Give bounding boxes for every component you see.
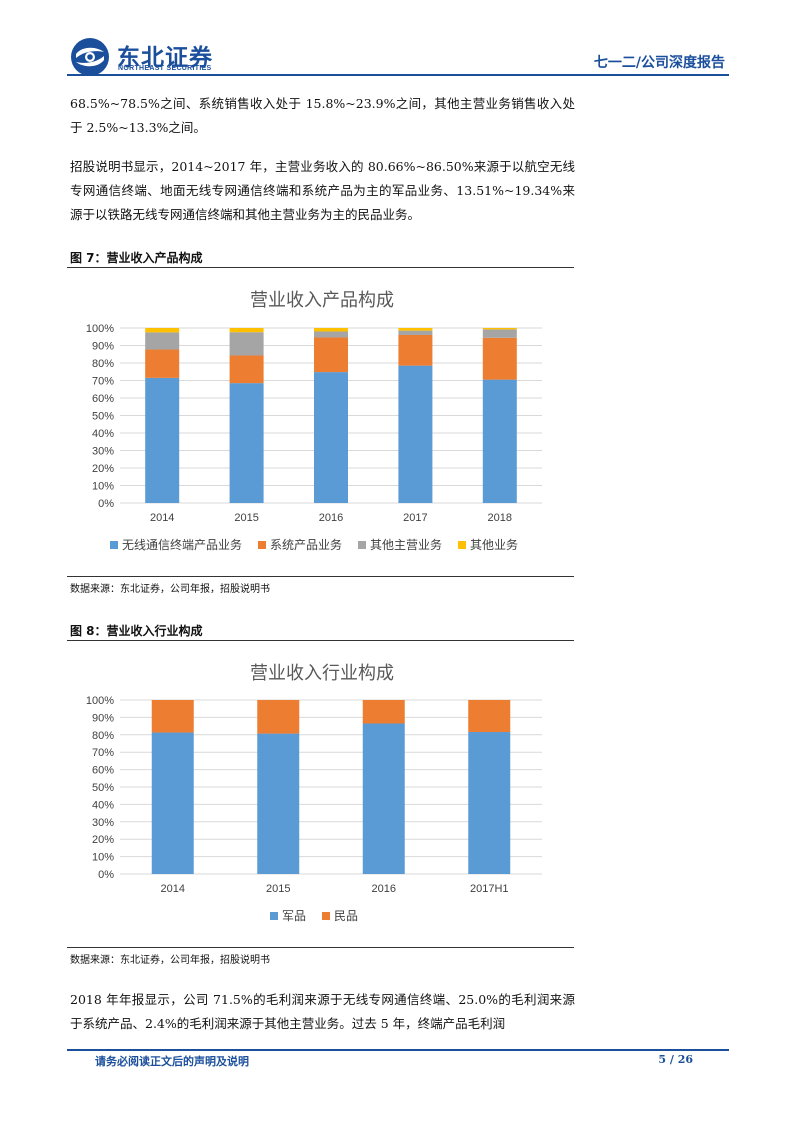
legend-label: 民品	[334, 909, 358, 923]
bar-segment	[468, 732, 511, 874]
bar-segment	[145, 377, 180, 503]
figure-8-bottom-rule	[67, 947, 574, 948]
bar-segment	[257, 700, 300, 734]
bar-segment	[468, 700, 511, 733]
y-tick-label: 90%	[92, 712, 114, 724]
x-tick-label: 2018	[488, 512, 512, 524]
legend-label: 无线通信终端产品业务	[122, 537, 242, 552]
paragraph-3: 2018 年年报显示，公司 71.5%的毛利润来源于无线专网通信终端、25.0%…	[70, 992, 575, 1031]
bar-segment	[482, 337, 517, 380]
chart-1-title: 营业收入产品构成	[250, 290, 394, 310]
bar-segment	[362, 700, 405, 724]
legend-swatch	[322, 912, 330, 920]
bar-segment	[482, 379, 517, 503]
figure-8-source: 数据来源：东北证券，公司年报，招股说明书	[70, 955, 270, 966]
paragraph-1: 68.5%~78.5%之间、系统销售收入处于 15.8%~23.9%之间，其他主…	[70, 96, 575, 135]
bar-segment	[229, 355, 264, 384]
bar-segment	[145, 349, 180, 378]
chart-1-svg: 营业收入产品构成 0% 10% 20% 30% 40% 50% 60% 70% 80% 90% 100…	[86, 290, 542, 552]
figure-8-title: 图 8：营业收入行业构成	[70, 624, 203, 638]
y-tick-label: 0%	[98, 869, 114, 881]
paragraph-2: 招股说明书显示，2014~2017 年，主营业务收入的 80.66%~86.50…	[70, 159, 575, 222]
x-tick-label: 2016	[319, 512, 343, 524]
bar-segment	[398, 365, 433, 503]
bar-segment	[314, 328, 348, 332]
y-tick-label: 30%	[92, 446, 114, 458]
bar-segment	[398, 335, 433, 366]
legend-swatch	[358, 541, 366, 549]
bar-segment	[314, 337, 348, 373]
y-tick-label: 70%	[92, 376, 114, 388]
bar-segment	[229, 332, 264, 356]
logo-mark-icon	[71, 38, 109, 76]
legend-swatch	[258, 541, 266, 549]
chart-2-svg: 营业收入行业构成 0% 10% 20% 30% 40% 50% 60% 70% 80% 90% 100…	[86, 663, 542, 923]
bar-segment	[482, 328, 517, 330]
y-tick-label: 50%	[92, 411, 114, 423]
bar-segment	[314, 331, 348, 338]
footer-divider	[67, 1049, 729, 1051]
legend-label: 其他业务	[470, 537, 518, 552]
y-tick-label: 70%	[92, 747, 114, 759]
figure-8-top-rule	[67, 640, 574, 641]
footer-disclaimer: 请务必阅读正文后的声明及说明	[95, 1055, 249, 1068]
x-tick-label: 2017	[403, 512, 427, 524]
figure-7-bottom-rule	[67, 576, 574, 577]
x-tick-label: 2014	[150, 512, 174, 524]
legend-label: 其他主营业务	[370, 537, 442, 552]
chart-industry-composition: 营业收入行业构成 0% 10% 20% 30% 40% 50% 60% 70% 80% 90% 100…	[70, 643, 575, 943]
bar-segment	[362, 723, 405, 874]
bar-segment	[398, 330, 433, 335]
y-tick-label: 100%	[86, 695, 114, 707]
chart-product-composition: 营业收入产品构成 0% 10% 20% 30% 40% 50% 60% 70% 80% 90% 100…	[70, 270, 575, 570]
y-tick-label: 50%	[92, 782, 114, 794]
y-tick-label: 80%	[92, 358, 114, 370]
legend-label: 军品	[282, 909, 306, 923]
logo-text: 东北证券	[117, 45, 213, 71]
x-tick-label: 2014	[161, 883, 185, 895]
bar-segment	[482, 329, 517, 338]
bar-segment	[229, 328, 264, 333]
legend-swatch	[458, 541, 466, 549]
y-tick-label: 20%	[92, 463, 114, 475]
x-tick-label: 2017H1	[470, 883, 509, 895]
logo-subtext: NORTHEAST SECURITIES	[118, 65, 212, 72]
y-tick-label: 0%	[98, 498, 114, 510]
y-tick-label: 60%	[92, 393, 114, 405]
bar-segment	[145, 328, 180, 333]
bar-segment	[145, 332, 180, 350]
x-tick-label: 2016	[372, 883, 396, 895]
y-tick-label: 90%	[92, 341, 114, 353]
y-tick-label: 30%	[92, 817, 114, 829]
report-title: 七一二/公司深度报告	[593, 55, 725, 71]
figure-7-source: 数据来源：东北证券，公司年报，招股说明书	[70, 584, 270, 595]
bar-segment	[314, 372, 348, 503]
bar-segment	[257, 733, 300, 874]
y-tick-label: 40%	[92, 428, 114, 440]
y-tick-label: 60%	[92, 765, 114, 777]
legend-swatch	[110, 541, 118, 549]
y-tick-label: 10%	[92, 481, 114, 493]
y-tick-label: 40%	[92, 799, 114, 811]
page-number: 5 / 26	[658, 1053, 693, 1066]
y-tick-label: 100%	[86, 323, 114, 335]
y-tick-label: 80%	[92, 730, 114, 742]
figure-7-title: 图 7：营业收入产品构成	[70, 251, 203, 265]
x-tick-label: 2015	[266, 883, 290, 895]
bar-segment	[398, 328, 433, 331]
header-divider	[67, 74, 729, 76]
y-tick-label: 20%	[92, 834, 114, 846]
x-tick-label: 2015	[234, 512, 258, 524]
bar-segment	[229, 383, 264, 503]
bar-segment	[151, 732, 194, 874]
y-tick-label: 10%	[92, 852, 114, 864]
bar-segment	[151, 700, 194, 733]
figure-7-top-rule	[67, 267, 574, 268]
legend-swatch	[270, 912, 278, 920]
legend-label: 系统产品业务	[270, 537, 342, 552]
chart-2-title: 营业收入行业构成	[250, 663, 394, 683]
